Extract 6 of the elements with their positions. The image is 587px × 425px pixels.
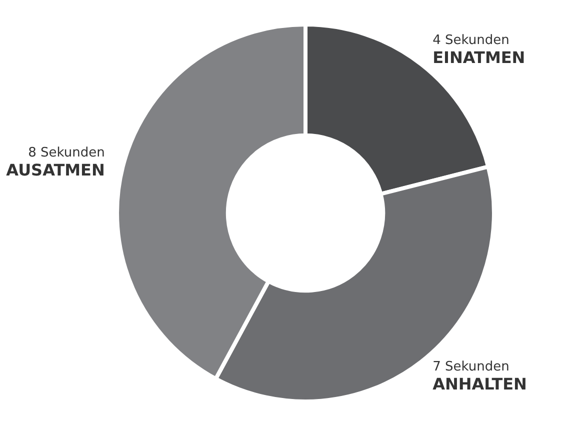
data-label: 4 Sekunden [432, 32, 510, 48]
data-label: 8 Sekunden [28, 145, 105, 160]
slice-label: ANHALTEN [432, 374, 527, 394]
data-label: 7 Sekunden [432, 359, 510, 374]
slice-label: AUSATMEN [6, 160, 105, 180]
slice-label: EINATMEN [432, 48, 526, 67]
